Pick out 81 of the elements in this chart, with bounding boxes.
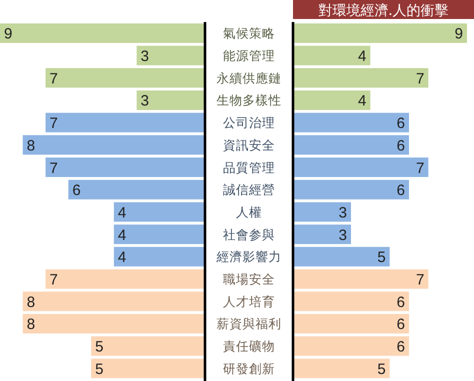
data-label: 4 (118, 226, 126, 244)
data-label: 8 (26, 294, 36, 311)
y-tick-label: 人權 (236, 204, 262, 220)
bar (136, 46, 205, 66)
bar (293, 314, 409, 334)
data-label: 6 (396, 115, 405, 132)
bar (293, 46, 370, 66)
bar (68, 180, 205, 200)
data-label: 5 (377, 249, 386, 266)
data-label: 6 (396, 182, 405, 200)
y-tick-label: 薪資與福利 (216, 316, 282, 332)
data-label: 4 (358, 48, 366, 66)
data-label: 7 (50, 70, 58, 88)
data-label: 3 (140, 92, 150, 110)
data-label: 6 (396, 137, 405, 154)
data-label: 7 (416, 272, 424, 289)
data-label: 7 (416, 70, 424, 88)
y-tick-label: 研發創新 (223, 360, 275, 376)
bar (293, 23, 467, 43)
bar (293, 269, 428, 289)
y-tick-label: 資訊安全 (223, 137, 275, 152)
data-label: 5 (95, 360, 104, 378)
data-label: 5 (377, 360, 386, 378)
y-tick-label: 職場安全 (223, 272, 275, 287)
data-label: 3 (140, 48, 150, 66)
bar (91, 358, 205, 378)
data-label: 6 (396, 316, 405, 334)
data-label: 7 (416, 160, 424, 177)
bar (0, 23, 205, 43)
bar (22, 292, 205, 312)
data-label: 3 (338, 204, 347, 222)
bar (293, 68, 428, 88)
y-tick-label: 人才培育 (223, 294, 275, 309)
data-label: 8 (26, 137, 36, 154)
data-label: 9 (4, 26, 12, 43)
data-label: 4 (118, 249, 126, 266)
data-label: 4 (118, 204, 126, 222)
bar (136, 90, 205, 110)
y-tick-label: 能源管理 (223, 48, 275, 64)
y-tick-label: 生物多樣性 (216, 92, 282, 108)
bar (293, 336, 409, 356)
bar (293, 224, 351, 244)
data-label: 7 (50, 272, 58, 289)
bar (293, 292, 409, 312)
data-label: 9 (454, 26, 463, 43)
bar (293, 202, 351, 222)
bar (293, 180, 409, 200)
y-tick-label: 氣候策略 (223, 26, 275, 41)
bar (22, 314, 205, 334)
y-tick-label: 永續供應鏈 (216, 70, 282, 86)
y-tick-label: 誠信經營 (223, 182, 275, 198)
bar (293, 90, 370, 110)
bar (46, 158, 205, 178)
bar (114, 224, 205, 244)
bar (114, 246, 205, 266)
data-label: 6 (396, 338, 405, 356)
bar (22, 135, 205, 155)
y-tick-label: 公司治理 (223, 115, 275, 130)
data-label: 5 (95, 338, 104, 356)
y-tick-label: 責任礦物 (223, 338, 275, 354)
y-tick-label: 社會参與 (223, 226, 275, 242)
data-label: 7 (50, 160, 58, 177)
bar (293, 158, 428, 178)
bar (46, 68, 205, 88)
bar (293, 135, 409, 155)
bar (91, 336, 205, 356)
data-label: 7 (50, 115, 58, 132)
data-label: 3 (338, 226, 347, 244)
chart-title: 對環境經濟.人的衝擊 (318, 3, 449, 19)
bar (293, 246, 390, 266)
bar (46, 269, 205, 289)
data-label: 6 (72, 182, 81, 200)
bar (293, 112, 409, 132)
bar (293, 358, 390, 378)
bar (114, 202, 205, 222)
bar (46, 112, 205, 132)
data-label: 4 (358, 92, 366, 110)
data-label: 6 (396, 294, 405, 311)
y-tick-label: 品質管理 (223, 160, 275, 175)
data-label: 8 (26, 316, 36, 334)
y-tick-label: 經濟影響力 (216, 249, 282, 264)
